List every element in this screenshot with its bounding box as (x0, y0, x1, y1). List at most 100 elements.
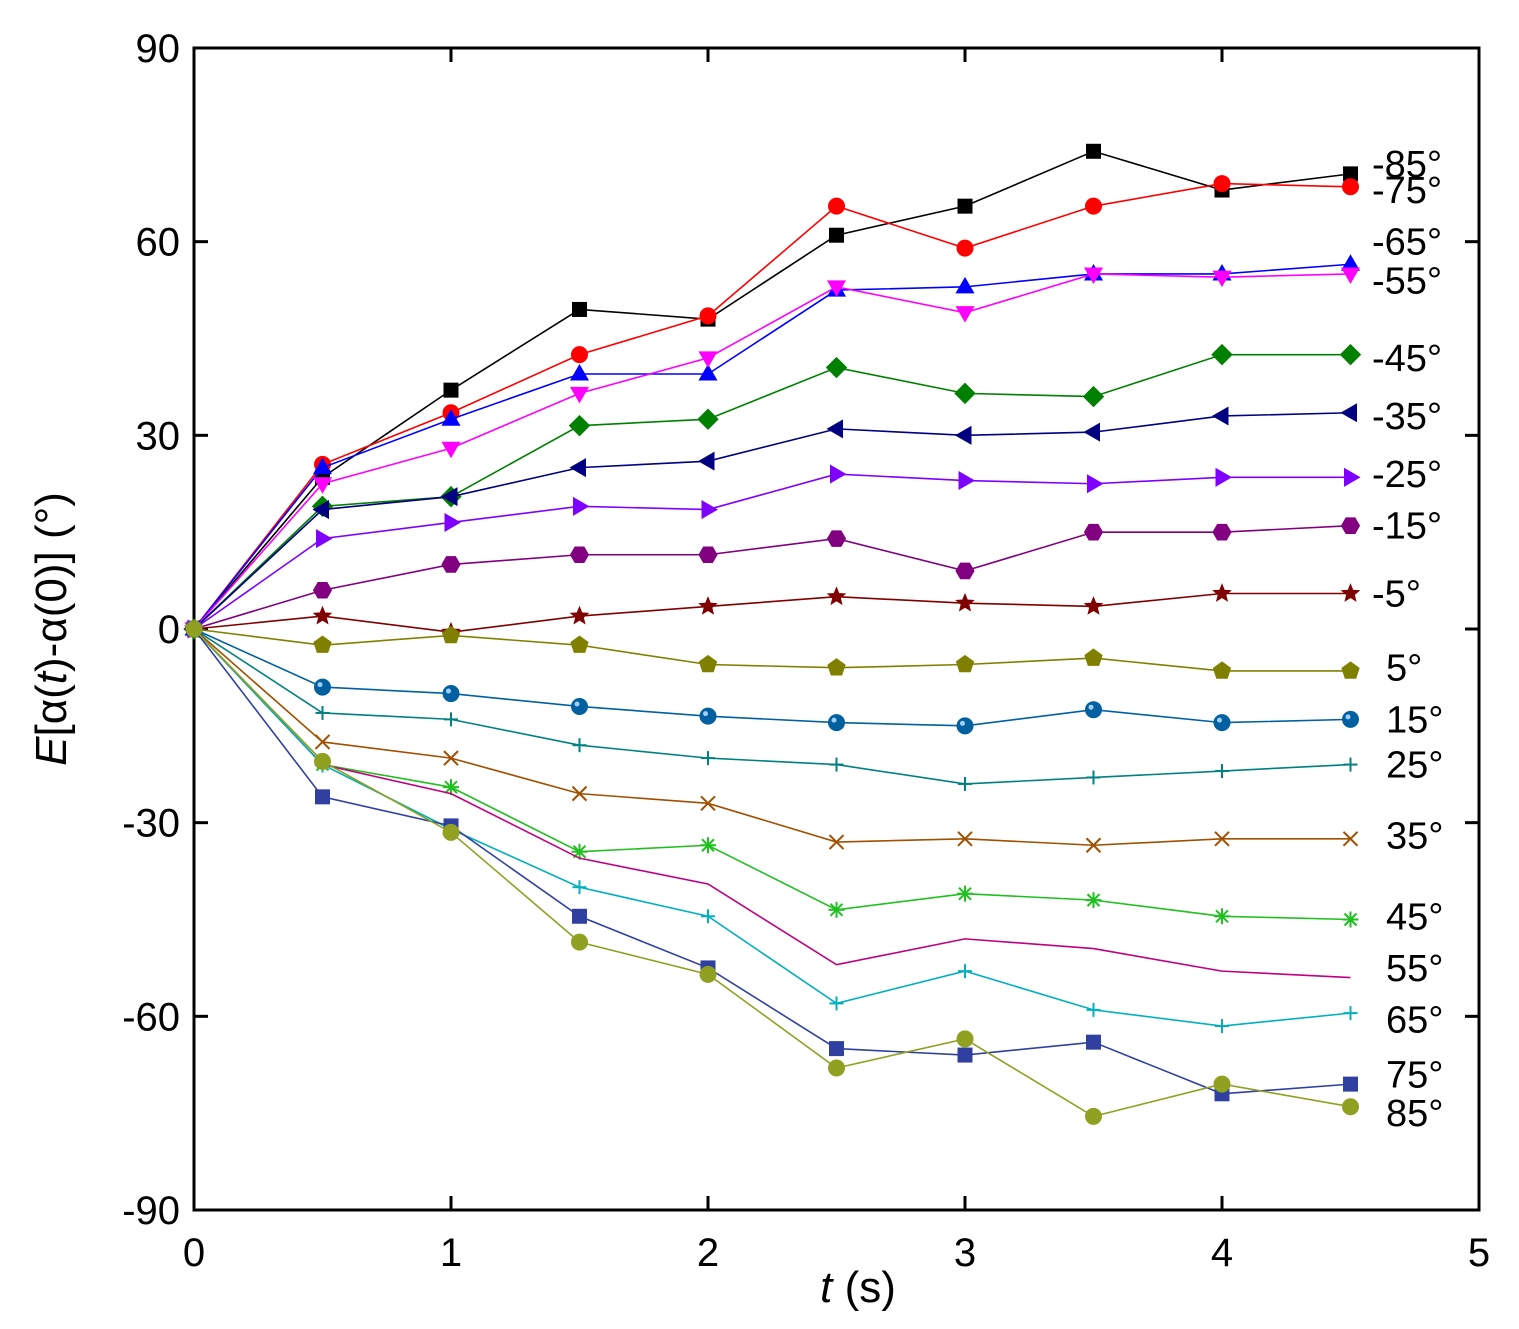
data-point (571, 933, 588, 951)
data-point (312, 477, 333, 494)
series-16 (187, 622, 1358, 1034)
data-point (697, 451, 715, 471)
data-point (572, 908, 587, 924)
data-point (569, 546, 590, 564)
data-point (312, 500, 329, 520)
series-label: 75° (1386, 1054, 1443, 1096)
data-point (1340, 583, 1361, 602)
data-point (1082, 385, 1105, 408)
data-point (571, 697, 588, 715)
series-12 (187, 622, 1358, 791)
series-layer (183, 143, 1362, 1125)
data-point (699, 707, 717, 725)
data-point (1083, 596, 1104, 615)
series-2 (185, 175, 1359, 638)
data-point (698, 351, 718, 368)
data-point (312, 457, 333, 475)
data-point (1342, 831, 1359, 847)
data-point (956, 1030, 974, 1048)
data-point (569, 364, 590, 381)
data-point (314, 734, 331, 750)
data-point (1212, 523, 1232, 541)
data-point (1083, 523, 1104, 541)
data-point (1344, 467, 1361, 487)
series-label: -25° (1372, 454, 1442, 496)
data-point (1342, 178, 1359, 196)
series-line (193, 273, 1351, 630)
series-15 (193, 628, 1351, 979)
series-line (193, 411, 1351, 630)
series-line (193, 628, 1351, 785)
series-label: -45° (1372, 338, 1442, 380)
data-point-highlight (703, 711, 708, 717)
series-line (193, 150, 1351, 630)
series-10 (184, 619, 1360, 679)
data-point (698, 654, 718, 673)
data-point (826, 419, 843, 439)
data-point (1214, 831, 1230, 847)
data-point (1211, 406, 1229, 426)
series-label: -5° (1372, 573, 1421, 615)
y-axis-title-t: t (27, 670, 76, 684)
data-point (442, 823, 460, 841)
data-point (1213, 714, 1231, 732)
data-point (828, 1059, 845, 1077)
data-point (1083, 267, 1104, 284)
data-point (826, 530, 847, 547)
data-point (957, 1047, 973, 1063)
y-tick-label: 60 (136, 221, 181, 265)
data-point (699, 307, 717, 325)
data-point (1085, 837, 1102, 853)
y-axis-title-e: E (27, 736, 76, 766)
series-label: -65° (1372, 222, 1442, 264)
data-point (1340, 403, 1357, 423)
data-point (697, 408, 719, 430)
data-point (1086, 893, 1101, 907)
data-point (829, 227, 844, 243)
data-point (955, 276, 975, 294)
data-point (701, 838, 715, 852)
data-point (956, 717, 974, 735)
x-axis-title: t (s) (820, 1263, 896, 1312)
series-labels: -85°-75° -65°-55° -45° -35° -25° -15° -5° 5° 15°… (1372, 144, 1443, 1135)
series-line (193, 628, 1351, 921)
data-point (568, 414, 591, 437)
data-point (441, 409, 461, 426)
data-point (701, 500, 719, 520)
data-point-highlight (1088, 704, 1094, 710)
data-point (698, 596, 718, 615)
y-tick-label: 90 (136, 27, 181, 71)
data-point (698, 364, 718, 381)
data-point (829, 1041, 844, 1057)
series-7 (187, 464, 1361, 639)
series-line (193, 353, 1351, 630)
data-point (956, 239, 974, 257)
data-point (954, 382, 976, 405)
data-point (444, 780, 458, 794)
data-point (1087, 474, 1104, 494)
data-point (441, 625, 461, 644)
data-point-highlight (574, 701, 580, 707)
series-9 (184, 583, 1361, 641)
series-17 (186, 621, 1358, 1102)
series-line (193, 592, 1351, 634)
data-point (1341, 661, 1360, 679)
data-point (1085, 1107, 1102, 1125)
series-label: 25° (1386, 745, 1443, 787)
data-point (1215, 909, 1229, 923)
data-point (185, 620, 203, 638)
series-line (193, 182, 1351, 630)
data-point-highlight (960, 720, 965, 726)
data-point (569, 458, 586, 478)
data-point-highlight (1345, 714, 1351, 720)
data-point (828, 834, 845, 850)
data-point (830, 464, 847, 484)
data-point (1213, 175, 1231, 193)
y-tick-label: -60 (122, 995, 180, 1039)
data-point (1339, 343, 1362, 366)
data-point (312, 581, 333, 599)
data-point (1211, 343, 1233, 366)
series-line (193, 628, 1351, 727)
series-line (193, 628, 1351, 1027)
